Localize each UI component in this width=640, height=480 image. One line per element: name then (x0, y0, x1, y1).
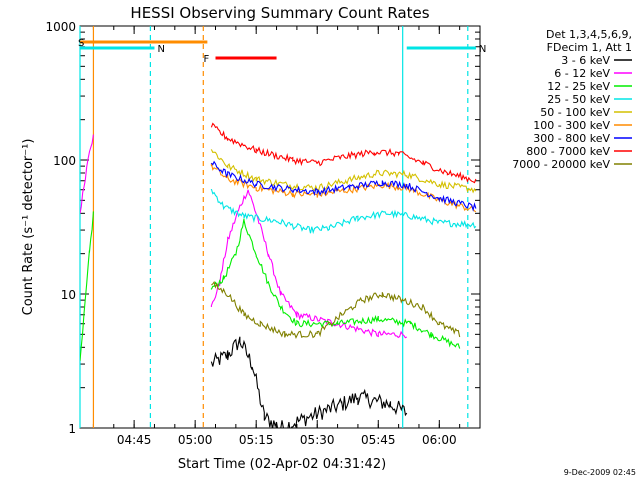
y-tick-label: 100 (53, 154, 76, 168)
x-tick-label: 04:45 (117, 433, 152, 447)
x-tick-label: 05:45 (361, 433, 396, 447)
legend-header-2: FDecim 1, Att 1 (547, 41, 632, 54)
legend-label: 6 - 12 keV (554, 67, 610, 80)
series-line (80, 134, 408, 339)
x-tick-label: 06:00 (422, 433, 457, 447)
series-line (211, 280, 461, 340)
x-tick-label: 05:30 (300, 433, 335, 447)
series-line (210, 188, 477, 235)
footer-date: 9-Dec-2009 02:45 (564, 468, 636, 477)
legend: Det 1,3,4,5,6,9, FDecim 1, Att 1 3 - 6 k… (512, 28, 632, 171)
series-line (210, 163, 477, 213)
x-tick-label: 05:00 (178, 433, 213, 447)
legend-label: 7000 - 20000 keV (512, 158, 610, 171)
status-bar-label: F (204, 54, 210, 65)
legend-label: 100 - 300 keV (533, 119, 610, 132)
y-tick-label: 1 (68, 422, 76, 436)
x-axis-label: Start Time (02-Apr-02 04:31:42) (178, 457, 386, 472)
y-tick-label: 1000 (45, 20, 76, 34)
legend-label: 25 - 50 keV (547, 93, 610, 106)
legend-label: 300 - 800 keV (533, 132, 610, 145)
y-tick-label: 10 (61, 288, 76, 302)
legend-label: 50 - 100 keV (540, 106, 610, 119)
chart-title: HESSI Observing Summary Count Rates (130, 4, 429, 22)
status-bar-label: N (479, 44, 486, 55)
legend-label: 3 - 6 keV (561, 54, 610, 67)
plot-area: 04:45 05:00 05:15 05:30 05:45 06:00 1 10 100 1000… (45, 20, 486, 447)
series-line (210, 149, 477, 194)
series-group (80, 122, 477, 428)
legend-label: 800 - 7000 keV (526, 145, 610, 158)
x-tick-label: 05:15 (239, 433, 274, 447)
legend-header-1: Det 1,3,4,5,6,9, (546, 28, 632, 41)
plot-frame (79, 25, 481, 429)
series-line (210, 160, 477, 212)
series-line (210, 122, 477, 184)
series-line (210, 336, 408, 428)
status-bar-label: S (78, 38, 84, 49)
y-axis-label: Count Rate (s⁻¹ detector⁻¹) (21, 139, 36, 316)
status-bar-label: N (157, 44, 164, 55)
legend-label: 12 - 25 keV (547, 80, 610, 93)
